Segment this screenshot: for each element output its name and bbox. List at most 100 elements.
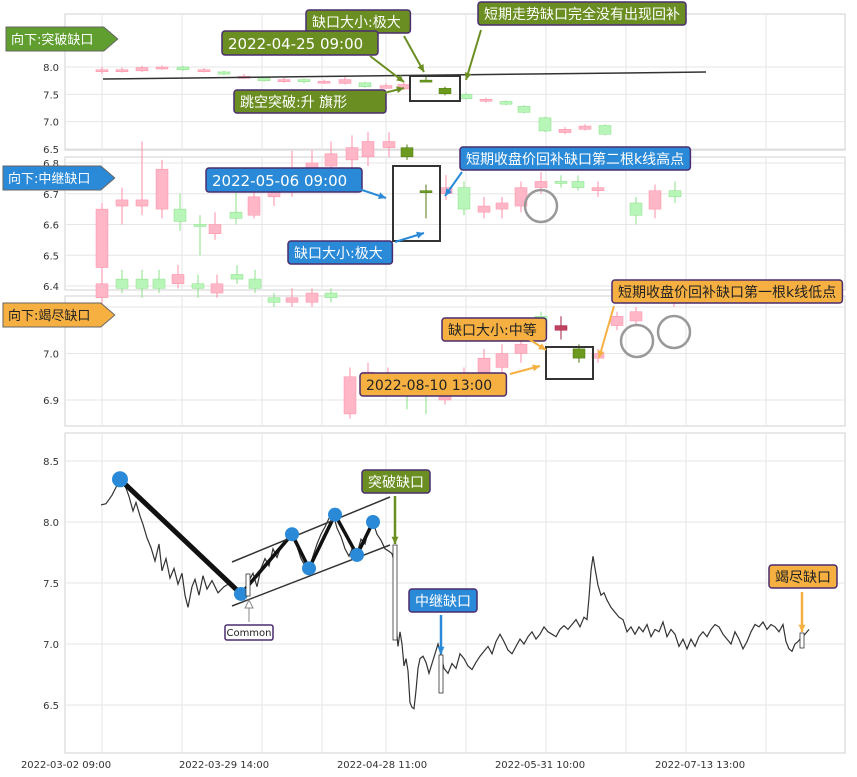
candle-body: [400, 147, 414, 158]
gap-size-label-box: [441, 317, 548, 342]
panel2-title-tag-shape: [2, 165, 116, 191]
date-label-text: 2022-08-10 13:00: [366, 378, 492, 394]
common-arrow-head: [244, 598, 254, 609]
panel-frame-2: [64, 156, 846, 291]
candle: [115, 269, 129, 294]
fill-point-circle: [619, 323, 655, 359]
candle: [208, 212, 222, 240]
candle-body: [115, 199, 129, 207]
candle: [598, 124, 612, 136]
x-tick-label: 2022-03-29 14:00: [179, 760, 269, 771]
y-tick-label: 7.0: [43, 640, 59, 651]
candle: [578, 124, 592, 131]
candle: [155, 159, 169, 219]
candle-body: [95, 208, 109, 268]
candle: [400, 144, 414, 160]
gap-highlight-box: [409, 75, 461, 102]
candle-body: [248, 278, 262, 289]
candle-body: [598, 125, 612, 135]
runaway-label-box: [408, 588, 478, 613]
gap-fill-note: 短期收盘价回补缺口第一根k线低点: [611, 279, 844, 304]
candle: [479, 97, 493, 103]
exhaustion-label-box: [768, 564, 838, 589]
candle-body: [277, 79, 291, 83]
candle-body: [285, 297, 299, 303]
candle-body: [554, 325, 568, 331]
candle-body: [152, 278, 166, 289]
candle-body: [95, 283, 109, 298]
y-tick-label: 7.5: [43, 579, 59, 590]
gap-size-label: 缺口大小:中等: [441, 317, 548, 342]
candle-body: [477, 357, 491, 373]
gap-highlight-box: [392, 165, 441, 242]
date-label: 2022-04-25 09:00: [221, 30, 379, 56]
candle-body: [135, 67, 149, 72]
common-gap-marker: [245, 573, 251, 597]
candle-body: [419, 79, 433, 83]
y-tick-label: 6.4: [43, 282, 59, 293]
pivot-point: [112, 471, 128, 488]
candle: [193, 215, 207, 256]
y-tick-label: 6.5: [43, 701, 59, 712]
candle-body: [135, 199, 149, 207]
candle-body: [95, 69, 109, 72]
candle: [514, 339, 528, 363]
candle: [554, 175, 568, 188]
candle-body: [193, 224, 207, 227]
candle: [173, 193, 187, 231]
runaway-label: 中继缺口: [408, 588, 478, 613]
date-label-text: 2022-04-25 09:00: [228, 35, 363, 53]
candle-body: [668, 190, 682, 198]
candle: [229, 187, 243, 225]
candle-body: [230, 274, 244, 280]
candle-body: [155, 66, 169, 70]
candle: [438, 86, 452, 96]
date-label-box: [205, 167, 363, 193]
panel3-title-tag-shape: [2, 302, 116, 328]
runaway-arrow-head: [437, 646, 445, 654]
fill-point-circle: [523, 188, 559, 224]
candle: [210, 274, 224, 298]
candle: [477, 196, 491, 219]
candle-body: [267, 297, 281, 303]
runaway-label-text: 中继缺口: [415, 594, 471, 610]
y-tick-label: 6.6: [43, 221, 59, 232]
breakaway-label-text: 突破缺口: [368, 475, 424, 491]
date-label: 2022-08-10 13:00: [359, 372, 508, 397]
channel-upper-line: [231, 496, 391, 563]
pattern-label-box: [233, 89, 387, 114]
candle-body: [324, 153, 338, 167]
exhaustion-gap-marker: [799, 632, 805, 649]
candle-body: [176, 66, 190, 70]
candle-body: [155, 168, 169, 210]
candle-body: [591, 187, 605, 191]
breakaway-label: 突破缺口: [361, 469, 431, 494]
note-arrow: [598, 305, 615, 359]
note-arrow-head: [445, 188, 453, 196]
pivot-point: [366, 515, 380, 529]
y-tick-label: 6.7: [43, 190, 59, 201]
candle: [517, 105, 531, 114]
y-tick-label: 6.8: [43, 159, 59, 170]
gap-fill-note-text: 短期收盘价回补缺口第一根k线低点: [618, 284, 836, 301]
gap-size-label-text: 缺口大小:极大: [294, 246, 383, 262]
common-label: Common: [226, 628, 271, 639]
candle-body: [495, 202, 509, 210]
y-tick-label: 6.9: [43, 396, 59, 407]
x-tick-label: 2022-05-31 10:00: [495, 760, 585, 771]
candle-body: [191, 283, 205, 289]
candle-body: [173, 208, 187, 222]
candle: [115, 67, 129, 73]
panel2-title-tag-text: 向下:中继缺口: [8, 171, 90, 187]
candle: [152, 269, 166, 294]
gap-size-label: 缺口大小:极大: [287, 240, 394, 265]
y-tick-label: 6.5: [43, 145, 59, 156]
exhaustion-label: 竭尽缺口: [768, 564, 838, 589]
candle-body: [514, 343, 528, 354]
candle-body: [297, 79, 311, 83]
candle: [115, 187, 129, 225]
candle-body: [210, 283, 224, 294]
candle-body: [479, 99, 493, 102]
gap-fill-note: 短期收盘价回补缺口第二根k线高点: [459, 146, 692, 171]
x-tick-label: 2022-03-02 09:00: [21, 760, 111, 771]
